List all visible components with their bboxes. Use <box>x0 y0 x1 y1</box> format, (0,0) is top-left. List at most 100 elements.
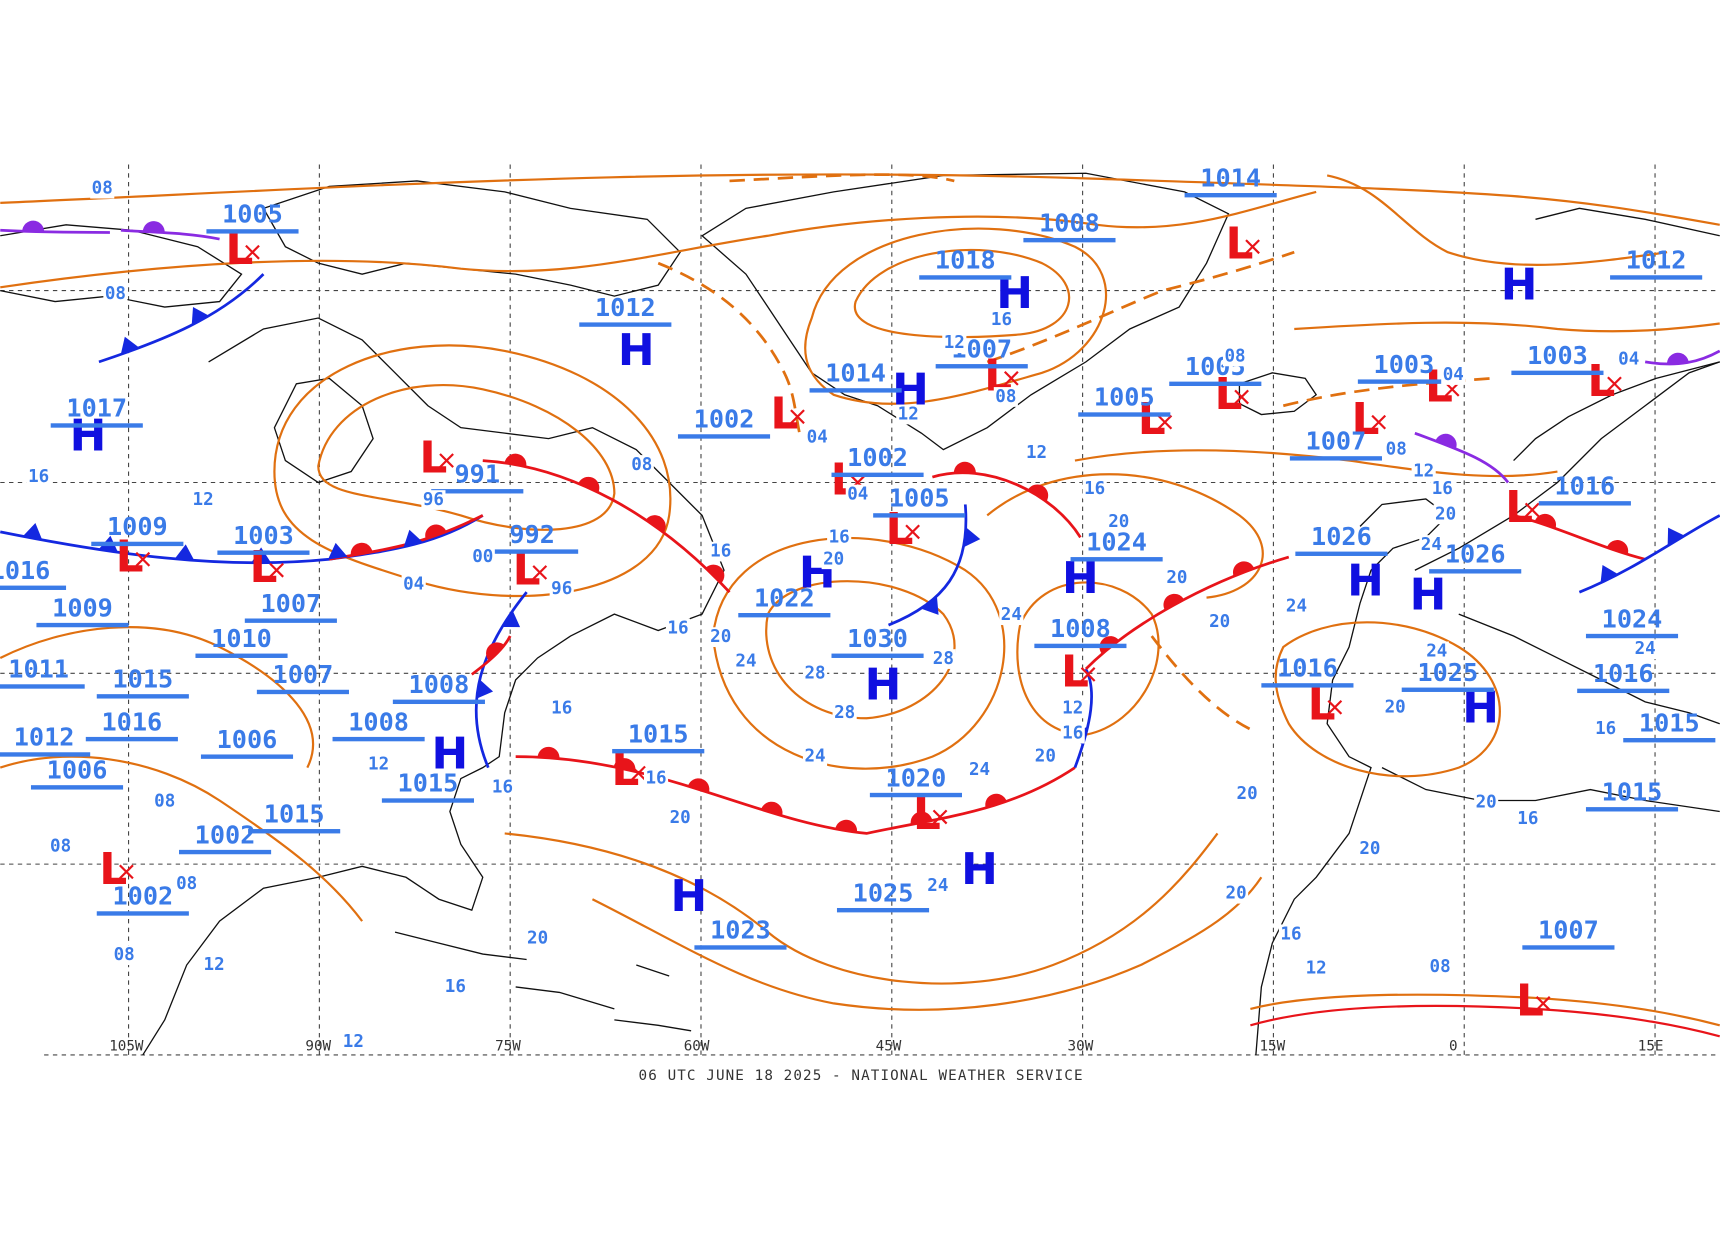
isobar-label: 24 <box>804 747 825 767</box>
pressure-label: 1010 <box>211 624 272 653</box>
isobar <box>591 876 1263 1011</box>
front-symbol <box>22 523 43 540</box>
pressure-underline <box>431 489 524 494</box>
isobar <box>0 755 364 922</box>
longitude-label: 15E <box>1638 1039 1664 1055</box>
isobar <box>317 384 616 531</box>
high-symbol: H <box>961 844 998 895</box>
isobar-label-bg <box>1284 596 1309 617</box>
longitude-label: 30W <box>1068 1039 1094 1055</box>
pressure-label: 1005 <box>889 484 950 513</box>
isobar-label-bg <box>665 618 691 639</box>
isobar-label: 20 <box>1035 747 1056 767</box>
pressure-underline <box>1289 456 1382 461</box>
isobar-label: 20 <box>670 808 691 828</box>
isobar-label-bg <box>1441 365 1466 385</box>
isobar-label-bg <box>1474 792 1499 813</box>
isobar-label-bg <box>802 663 828 684</box>
pressure-label: 1008 <box>1039 208 1100 237</box>
isobar-label: 08 <box>1224 346 1245 366</box>
warm-front <box>931 471 1082 539</box>
cold-triangle <box>22 523 43 540</box>
pressure-label: 1022 <box>754 583 815 612</box>
caribbean-coast <box>394 931 692 1032</box>
isobar-label: 20 <box>1166 568 1187 588</box>
cold-triangle <box>251 547 272 563</box>
front-symbol <box>174 544 195 561</box>
isobar-label: 12 <box>898 405 919 425</box>
warm-semicircle <box>486 642 505 662</box>
pressure-underline <box>85 736 178 742</box>
pressure-underline <box>1169 381 1262 387</box>
front-symbol <box>327 542 348 560</box>
warm-semicircle <box>835 819 858 833</box>
low-marker <box>905 524 920 540</box>
isobar-label: 24 <box>1001 605 1022 625</box>
front-symbol <box>476 679 494 699</box>
isobar-label-bg <box>708 627 733 647</box>
isobar <box>1294 321 1720 333</box>
low-marker <box>245 244 260 260</box>
isobar-label: 96 <box>423 490 444 510</box>
low-marker <box>1234 389 1249 405</box>
isobar-label: 20 <box>1359 839 1380 859</box>
pressure-underline <box>195 653 288 658</box>
isobar-label: 00 <box>472 547 493 567</box>
pressure-label: 1014 <box>825 359 886 388</box>
isobar-label-bg <box>989 310 1014 331</box>
pressure-underline <box>179 849 272 855</box>
cold-triangle <box>476 679 494 699</box>
front-symbol <box>1435 433 1457 449</box>
isobar-label: 16 <box>710 542 731 562</box>
pressure-label: 1015 <box>112 665 173 694</box>
pressure-label: 1015 <box>264 799 325 828</box>
pressure-underline <box>1511 370 1604 376</box>
isobar-label-bg <box>421 490 446 510</box>
occluded-front <box>0 228 110 234</box>
pressure-underline <box>96 911 189 916</box>
isobar-label-bg <box>103 284 128 304</box>
pressure-label: 1007 <box>1306 427 1367 456</box>
warm-semicircle <box>142 221 165 233</box>
low-marker <box>1157 414 1173 430</box>
pressure-underline <box>200 754 294 759</box>
isobar-label-bg <box>1106 512 1131 532</box>
front-symbol <box>613 758 636 772</box>
high-symbol: H <box>70 411 107 462</box>
front-symbol <box>761 801 783 816</box>
isobar-label-bg <box>1383 697 1408 718</box>
front-symbol <box>910 811 933 825</box>
pressure-label: 1025 <box>1417 658 1478 687</box>
isobar-label-bg <box>1060 698 1085 719</box>
low-marker <box>1327 699 1343 715</box>
isobars <box>0 173 1720 1038</box>
pressure-underline <box>1184 193 1277 198</box>
warm-semicircle <box>687 778 710 793</box>
pressure-underline <box>486 549 579 554</box>
pressure-label: 1005 <box>1094 383 1155 412</box>
warm-semicircle <box>22 220 45 232</box>
isobar-label: 04 <box>1443 365 1464 385</box>
isobar-label: 20 <box>1476 793 1497 813</box>
warm-semicircle <box>910 811 933 825</box>
cold-triangle <box>327 542 348 560</box>
pressure-underline <box>836 907 930 913</box>
cold-front <box>888 504 968 627</box>
pressure-underline <box>1522 945 1615 950</box>
front-symbol <box>504 453 527 467</box>
pressure-label: 1006 <box>217 725 278 754</box>
isobar-label-bg <box>643 768 669 789</box>
isobar-label-bg <box>1235 784 1260 804</box>
high-symbol: H <box>432 729 469 780</box>
isobar-label: 12 <box>343 1032 364 1052</box>
occluded-front <box>120 228 220 241</box>
isobar-label-bg <box>821 549 846 570</box>
pressure-label: 1016 <box>0 556 50 585</box>
isobar-label-bg <box>1164 568 1189 588</box>
arctic-islands-coast <box>0 180 682 308</box>
isobar-label-bg <box>202 955 227 975</box>
isobar-label: 16 <box>991 310 1012 330</box>
cold-triangle <box>963 527 981 548</box>
isobar-label-bg <box>1060 723 1085 744</box>
isobar-label: 12 <box>204 955 225 975</box>
